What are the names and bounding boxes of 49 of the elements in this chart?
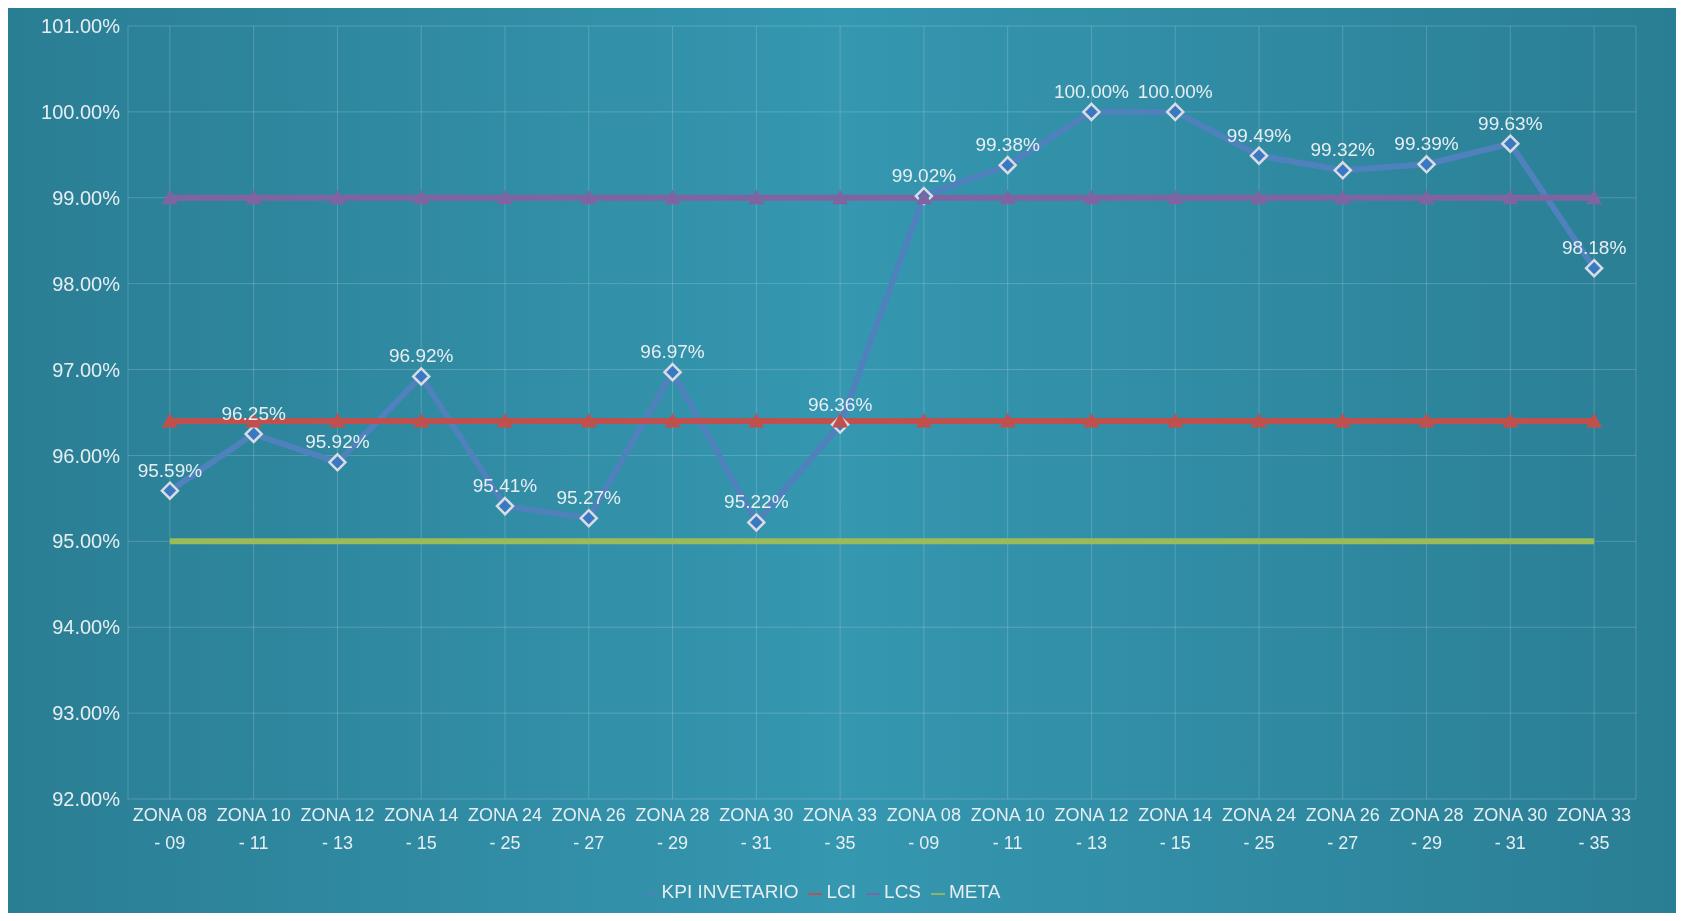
y-tick-label: 94.00% [52,616,121,639]
x-tick-label: ZONA 14 - 15 [384,805,459,853]
x-tick-label: ZONA 08 - 09 [886,805,961,853]
x-tick-label: ZONA 12 - 13 [1054,805,1129,853]
y-tick-label: 98.00% [52,272,121,295]
legend-label: LCI [826,881,857,902]
y-tick-label: 100.00% [41,100,121,123]
data-label: 95.59% [137,459,203,481]
data-label: 95.27% [556,487,622,509]
x-tick-label: ZONA 30 - 31 [1473,805,1548,853]
y-tick-label: 96.00% [52,444,121,467]
x-tick-label: ZONA 26 - 27 [1305,805,1380,853]
data-label: 99.32% [1310,139,1376,161]
y-tick-label: 99.00% [52,186,121,209]
data-label: 96.97% [640,341,705,363]
x-tick-label: ZONA 10 - 11 [216,805,291,853]
x-tick-label: ZONA 12 - 13 [300,805,375,853]
data-label: 96.36% [807,393,873,415]
x-tick-label: ZONA 30 - 31 [719,805,794,853]
x-tick-label: ZONA 26 - 27 [551,805,626,853]
x-tick-label: ZONA 24 - 25 [467,805,543,853]
y-tick-label: 92.00% [52,788,121,811]
y-tick-label: 101.00% [41,15,121,38]
y-tick-label: 95.00% [52,530,121,553]
x-tick-label: ZONA 08 - 09 [132,805,207,853]
data-label: 96.92% [389,345,454,367]
data-label: 98.18% [1561,237,1627,259]
data-label: 99.38% [975,134,1040,156]
data-label: 99.49% [1226,124,1292,146]
legend-label: LCS [884,881,922,902]
x-tick-label: ZONA 24 - 25 [1221,805,1297,853]
data-label: 100.00% [1053,80,1130,102]
legend-label: META [949,881,1001,902]
data-label: 99.02% [891,165,957,187]
y-tick-label: 93.00% [52,702,121,725]
data-label: 99.63% [1478,112,1543,134]
data-label: 100.00% [1137,80,1213,102]
data-label: 99.39% [1394,133,1459,155]
x-tick-label: ZONA 28 - 29 [1389,805,1464,853]
data-label: 95.41% [472,475,538,497]
data-label: 95.92% [305,431,370,453]
x-tick-label: ZONA 28 - 29 [635,805,710,853]
y-tick-label: 97.00% [52,358,121,381]
x-tick-label: ZONA 33 - 35 [803,805,878,853]
x-tick-label: ZONA 14 - 15 [1138,805,1213,853]
legend-label: KPI INVETARIO [661,881,799,902]
x-tick-label: ZONA 33 - 35 [1557,805,1632,853]
x-tick-label: ZONA 10 - 11 [970,805,1045,853]
data-label: 95.22% [724,491,789,513]
